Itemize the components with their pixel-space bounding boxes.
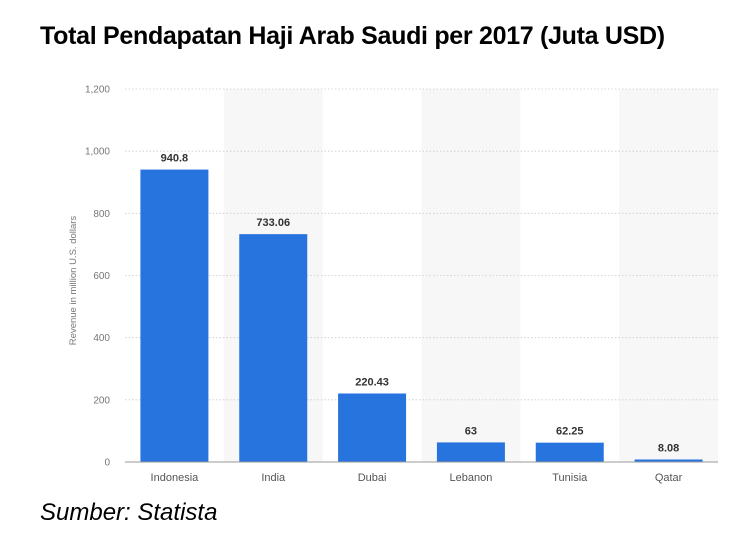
y-tick-label: 800: [93, 209, 110, 220]
y-tick-label: 1,200: [85, 85, 110, 96]
x-tick-label: Tunisia: [552, 472, 588, 484]
data-label: 8.08: [658, 442, 679, 454]
bar-chart: 0 200 400 600 800 1,000 1,200 940.8 733.06 220.4…: [68, 85, 718, 484]
gridlines: [125, 88, 718, 401]
data-label: 220.43: [355, 376, 389, 388]
source-note: Sumber: Statista: [40, 499, 218, 526]
y-tick-label: 200: [93, 395, 110, 406]
bar: [239, 234, 308, 462]
y-tick-label: 400: [93, 333, 110, 344]
data-label: 733.06: [256, 217, 290, 229]
bar: [634, 459, 703, 462]
data-label: 63: [465, 425, 477, 437]
x-tick-label: Indonesia: [151, 472, 200, 484]
y-axis-title: Revenue in million U.S. dollars: [68, 216, 79, 346]
x-axis-labels: Indonesia India Dubai Lebanon Tunisia Qatar: [151, 472, 683, 484]
x-tick-label: India: [261, 472, 286, 484]
bar: [338, 393, 407, 462]
data-labels: 940.8 733.06 220.43 63 62.25 8.08: [161, 153, 680, 455]
x-tick-label: Qatar: [655, 472, 683, 484]
y-axis-ticks: 0 200 400 600 800 1,000 1,200: [85, 85, 110, 469]
y-tick-label: 0: [104, 458, 110, 469]
data-label: 940.8: [161, 153, 189, 165]
y-tick-label: 1,000: [85, 147, 110, 158]
data-label: 62.25: [556, 426, 584, 438]
y-tick-label: 600: [93, 271, 110, 282]
bar: [436, 442, 505, 462]
x-tick-label: Lebanon: [450, 472, 493, 484]
x-tick-label: Dubai: [358, 472, 387, 484]
category-band: [421, 89, 521, 462]
bars: [140, 169, 703, 462]
chart-title: Total Pendapatan Haji Arab Saudi per 201…: [40, 22, 665, 50]
bar: [140, 169, 209, 462]
bar: [535, 442, 604, 462]
